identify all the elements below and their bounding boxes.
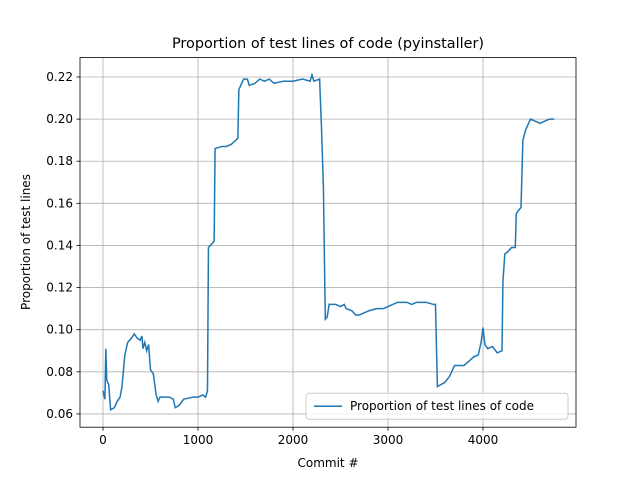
- legend-label: Proportion of test lines of code: [350, 399, 534, 413]
- y-tick-label: 0.08: [46, 365, 73, 379]
- y-tick-label: 0.14: [46, 238, 73, 252]
- chart-title: Proportion of test lines of code (pyinst…: [172, 36, 484, 52]
- y-tick-label: 0.20: [46, 112, 73, 126]
- y-tick-label: 0.12: [46, 281, 73, 295]
- legend-box: [305, 392, 569, 420]
- y-axis-label: Proportion of test lines: [19, 174, 33, 310]
- y-tick-label: 0.18: [46, 154, 73, 168]
- y-tick-label: 0.16: [46, 196, 73, 210]
- plot-frame: [79, 57, 577, 428]
- y-tick-label: 0.10: [46, 323, 73, 337]
- x-axis-label: Commit #: [297, 456, 358, 470]
- y-tick-label: 0.06: [46, 407, 73, 421]
- x-tick-label: 2000: [278, 433, 309, 447]
- x-tick-label: 0: [99, 433, 107, 447]
- x-tick-label: 3000: [373, 433, 404, 447]
- x-tick-label: 4000: [468, 433, 499, 447]
- data-line: [102, 72, 555, 411]
- x-tick-label: 1000: [183, 433, 214, 447]
- y-tick-label: 0.22: [46, 70, 73, 84]
